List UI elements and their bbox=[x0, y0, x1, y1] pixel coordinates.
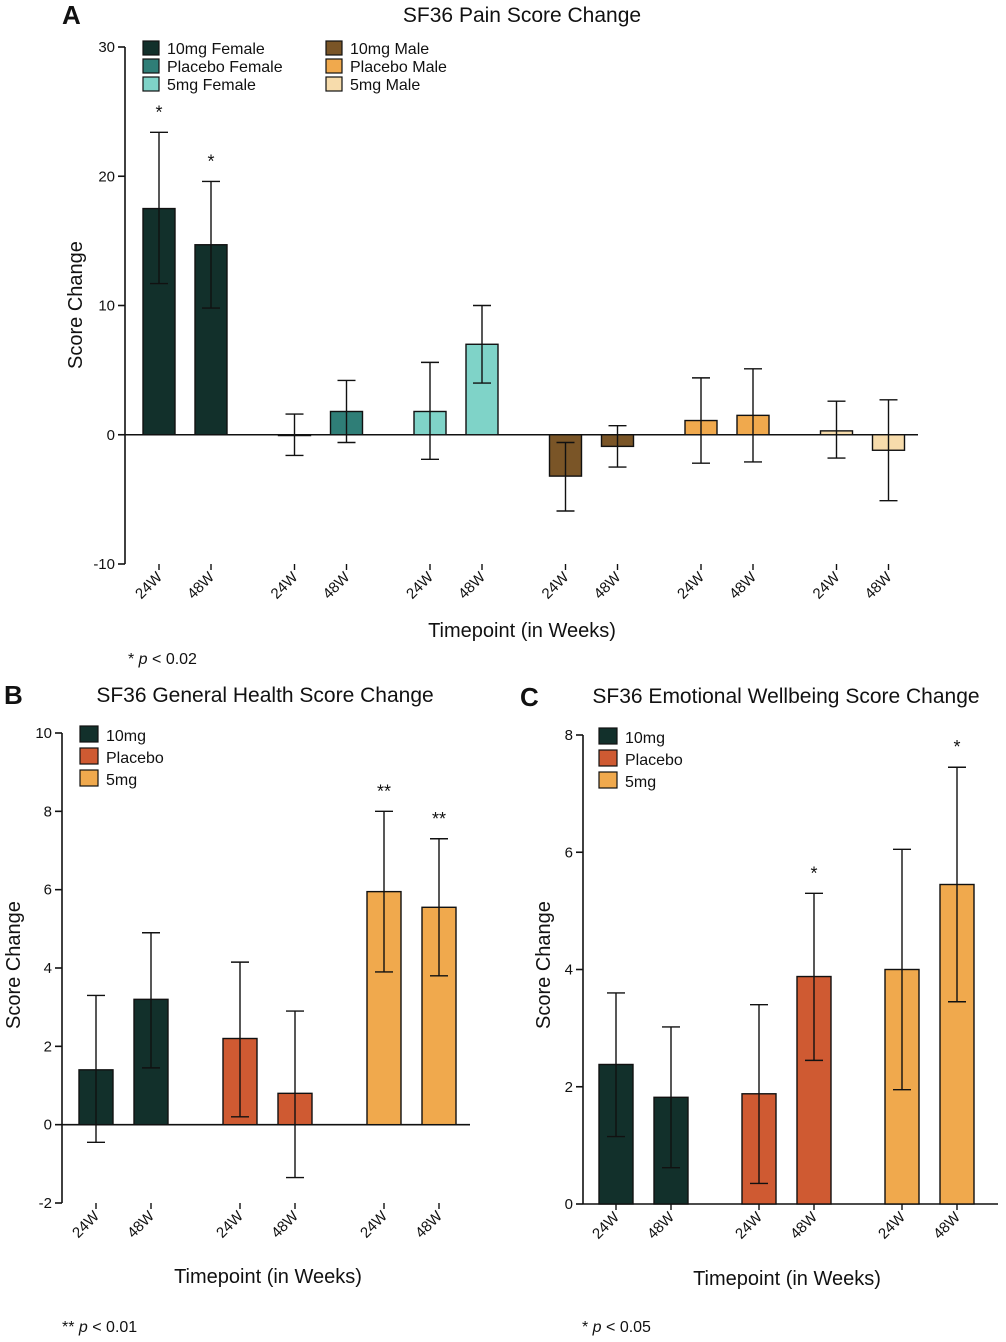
chart-b-significance-marker: ** bbox=[377, 781, 391, 801]
chart-a-legend-swatch bbox=[142, 58, 160, 74]
chart-a-legend-swatch bbox=[142, 40, 160, 56]
chart-a-x-tick-label: 48W bbox=[319, 568, 353, 602]
chart-c-legend-swatch bbox=[598, 727, 618, 745]
panel-letter-b: B bbox=[4, 680, 23, 710]
chart-c-x-tick-label: 24W bbox=[875, 1208, 909, 1242]
chart-c-xlabel: Timepoint (in Weeks) bbox=[693, 1268, 881, 1290]
chart-c-y-tick-label: 6 bbox=[565, 844, 573, 861]
chart-b-note: ** p < 0.01 bbox=[62, 1319, 137, 1336]
chart-a-legend-swatch bbox=[142, 76, 160, 92]
chart-b-x-tick-label: 24W bbox=[69, 1207, 103, 1241]
chart-a-x-tick-label: 48W bbox=[590, 568, 624, 602]
chart-a-legend-label: 5mg Female bbox=[167, 77, 256, 94]
chart-c-title: SF36 Emotional Wellbeing Score Change bbox=[592, 685, 979, 708]
chart-c-y-tick-label: 0 bbox=[565, 1196, 573, 1213]
chart-c-y-tick-label: 4 bbox=[565, 962, 573, 979]
chart-c-y-tick-label: 8 bbox=[565, 727, 573, 744]
chart-c-x-tick-label: 48W bbox=[644, 1208, 678, 1242]
chart-c-legend-label: 5mg bbox=[625, 774, 656, 791]
chart-b-legend-label: 5mg bbox=[106, 772, 137, 789]
chart-a-legend-label: Placebo Female bbox=[167, 59, 283, 76]
chart-b-legend-swatch bbox=[79, 725, 99, 743]
chart-c-x-tick-label: 24W bbox=[732, 1208, 766, 1242]
chart-b-x-tick-label: 48W bbox=[124, 1207, 158, 1241]
chart-b-x-tick-label: 48W bbox=[268, 1207, 302, 1241]
chart-b-ylabel: Score Change bbox=[3, 901, 25, 1029]
chart-c-legend-swatch bbox=[598, 771, 618, 789]
chart-a-y-tick-label: -10 bbox=[93, 556, 115, 573]
chart-b-legend-label: 10mg bbox=[106, 728, 146, 745]
chart-a-x-tick-label: 48W bbox=[455, 568, 489, 602]
chart-b-x-tick-label: 24W bbox=[213, 1207, 247, 1241]
panel-letter-c: C bbox=[520, 682, 539, 712]
chart-a-significance-marker: * bbox=[207, 151, 214, 171]
chart-a-significance-marker: * bbox=[155, 102, 162, 122]
chart-a-x-tick-label: 24W bbox=[132, 568, 166, 602]
chart-a-legend-swatch bbox=[325, 40, 343, 56]
chart-b-y-tick-label: 4 bbox=[44, 960, 52, 977]
chart-a-title: SF36 Pain Score Change bbox=[403, 4, 641, 27]
chart-b-xlabel: Timepoint (in Weeks) bbox=[174, 1266, 362, 1288]
chart-a-y-tick-label: 0 bbox=[107, 427, 115, 444]
chart-a-ylabel: Score Change bbox=[65, 241, 87, 369]
panel-letter-a: A bbox=[62, 0, 81, 30]
chart-b-legend-swatch bbox=[79, 747, 99, 765]
chart-b-title: SF36 General Health Score Change bbox=[96, 684, 433, 707]
chart-b-y-tick-label: 0 bbox=[44, 1117, 52, 1134]
chart-a-x-tick-label: 48W bbox=[861, 568, 895, 602]
chart-a-legend-label: 5mg Male bbox=[350, 77, 420, 94]
chart-a-y-tick-label: 10 bbox=[98, 298, 115, 315]
chart-c-legend-label: 10mg bbox=[625, 730, 665, 747]
chart-b-y-tick-label: -2 bbox=[39, 1195, 52, 1212]
chart-a-xlabel: Timepoint (in Weeks) bbox=[428, 620, 616, 642]
chart-a: -10 0 10 20 30 * 24W * 48W 24W 48W 24W 48W 24W 48W 24W 4… bbox=[93, 39, 918, 603]
chart-b: -2 0 2 4 6 8 10 24W 48W 24W 48W ** 24W ** 48W 10mg Place… bbox=[35, 725, 470, 1242]
chart-c-significance-marker: * bbox=[810, 863, 817, 883]
chart-a-x-tick-label: 24W bbox=[403, 568, 437, 602]
chart-c-x-tick-label: 24W bbox=[589, 1208, 623, 1242]
chart-a-x-tick-label: 24W bbox=[809, 568, 843, 602]
chart-c-ylabel: Score Change bbox=[533, 901, 555, 1029]
chart-c-y-tick-label: 2 bbox=[565, 1079, 573, 1096]
chart-b-significance-marker: ** bbox=[432, 809, 446, 829]
chart-a-x-tick-label: 48W bbox=[184, 568, 218, 602]
chart-a-x-tick-label: 24W bbox=[267, 568, 301, 602]
chart-b-legend-label: Placebo bbox=[106, 750, 164, 767]
chart-a-y-tick-label: 30 bbox=[98, 39, 115, 56]
chart-a-legend-swatch bbox=[325, 76, 343, 92]
chart-a-x-tick-label: 24W bbox=[674, 568, 708, 602]
chart-c-significance-marker: * bbox=[953, 737, 960, 757]
chart-b-x-tick-label: 24W bbox=[357, 1207, 391, 1241]
chart-b-y-tick-label: 8 bbox=[44, 803, 52, 820]
chart-a-note: * p < 0.02 bbox=[128, 651, 197, 668]
chart-b-legend-swatch bbox=[79, 769, 99, 787]
chart-c-legend-label: Placebo bbox=[625, 752, 683, 769]
chart-a-legend-label: Placebo Male bbox=[350, 59, 447, 76]
chart-c: 0 2 4 6 8 24W 48W 24W * 48W 24W * 48W 10mg Placebo 5mg bbox=[565, 727, 998, 1243]
chart-c-x-tick-label: 48W bbox=[930, 1208, 964, 1242]
chart-b-y-tick-label: 6 bbox=[44, 882, 52, 899]
chart-a-legend-swatch bbox=[325, 58, 343, 74]
chart-b-y-tick-label: 10 bbox=[35, 725, 52, 742]
chart-c-x-tick-label: 48W bbox=[787, 1208, 821, 1242]
chart-b-y-tick-label: 2 bbox=[44, 1038, 52, 1055]
chart-a-x-tick-label: 48W bbox=[726, 568, 760, 602]
chart-b-x-tick-label: 48W bbox=[412, 1207, 446, 1241]
chart-a-legend-label: 10mg Female bbox=[167, 41, 265, 58]
chart-a-y-tick-label: 20 bbox=[98, 168, 115, 185]
chart-a-legend-label: 10mg Male bbox=[350, 41, 429, 58]
chart-a-x-tick-label: 24W bbox=[538, 568, 572, 602]
chart-c-note: * p < 0.05 bbox=[582, 1319, 651, 1336]
chart-c-legend-swatch bbox=[598, 749, 618, 767]
